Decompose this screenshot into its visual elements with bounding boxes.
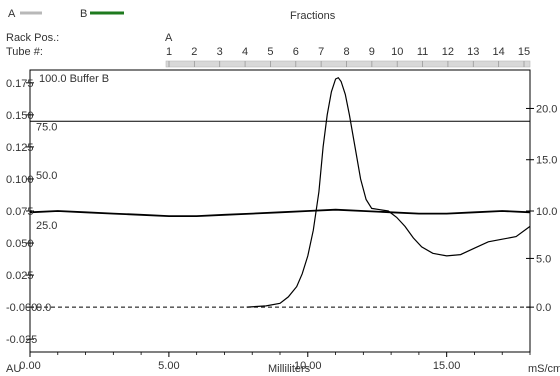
x-tick-label: 10.00	[294, 360, 322, 372]
reference-lines	[30, 120, 530, 308]
y-right-tick-label: 20.0	[536, 103, 557, 115]
legend-label-b: B	[80, 8, 87, 20]
y-right-tick-label: 15.0	[536, 155, 557, 167]
y-left-tick-label: 0.075	[6, 206, 34, 218]
rack-pos-value: A	[165, 32, 173, 44]
y-buffer-tick-label: 25.0	[36, 220, 57, 232]
fraction-bar	[165, 60, 531, 68]
tube-number: 12	[442, 46, 454, 58]
y-right-tick-label: 5.0	[536, 253, 551, 265]
tube-number: 14	[493, 46, 505, 58]
series-group	[29, 76, 531, 308]
y-left-tick-label: 0.175	[6, 78, 34, 90]
tube-number: 15	[518, 46, 530, 58]
tube-number: 4	[242, 46, 248, 58]
tube-number: 13	[467, 46, 479, 58]
series-line-a	[246, 76, 531, 308]
y-buffer-tick-label: 75.0	[36, 121, 57, 133]
y-left-tick-label: 0.025	[6, 270, 34, 282]
y-left-tick-label: 0.125	[6, 142, 34, 154]
y-left-unit: AU	[6, 363, 21, 375]
x-tick-label: 0.00	[19, 360, 40, 372]
tube-number: 7	[318, 46, 324, 58]
x-tick-labels: 0.00 5.00 10.00 15.00	[19, 352, 531, 372]
tube-number: 11	[417, 46, 428, 58]
series-line-conductivity	[29, 208, 531, 218]
tube-label: Tube #:	[6, 46, 43, 58]
y-buffer-tick-labels: 75.0 50.0 25.0 0.0	[36, 121, 57, 314]
y-left-tick-label: -0.025	[6, 334, 37, 346]
tube-number: 10	[391, 46, 403, 58]
tube-number: 2	[191, 46, 197, 58]
y-right-tick-label: 0.0	[536, 302, 551, 314]
y-right-tick-labels: 20.0 15.0 10.0 5.0 0.0	[526, 103, 557, 314]
tube-number: 9	[369, 46, 375, 58]
y-right-tick-label: 10.0	[536, 206, 557, 218]
y-buffer-tick-label: 50.0	[36, 170, 57, 182]
x-tick-label: 5.00	[158, 360, 179, 372]
tube-number: 3	[217, 46, 223, 58]
legend-label-a: A	[8, 8, 16, 20]
y-left-tick-label: -0.000	[6, 302, 37, 314]
tube-number: 8	[343, 46, 349, 58]
rack-pos-label: Rack Pos.:	[6, 32, 59, 44]
tube-number: 6	[293, 46, 299, 58]
y-left-tick-label: 0.150	[6, 110, 34, 122]
tube-numbers: 1 2 3 4 5 6 7 8 9 10 11 12 13 14 15	[166, 46, 530, 67]
y-left-tick-label: 0.100	[6, 174, 34, 186]
chart-title: Fractions	[290, 10, 336, 22]
legend: A B	[8, 8, 124, 20]
y-left-tick-labels: 0.175 0.150 0.125 0.100 0.075 0.050 0.025 -0.00…	[6, 78, 37, 346]
buffer-b-label: 100.0 Buffer B	[39, 73, 109, 85]
x-axis-label: Milliliters	[268, 363, 311, 375]
y-buffer-tick-label: 0.0	[36, 302, 51, 314]
y-left-tick-label: 0.050	[6, 238, 34, 250]
x-tick-label: 15.00	[433, 360, 461, 372]
tube-number: 1	[166, 46, 172, 58]
plot-frame	[29, 69, 531, 353]
tube-number: 5	[267, 46, 273, 58]
y-right-unit: mS/cm	[528, 363, 560, 375]
